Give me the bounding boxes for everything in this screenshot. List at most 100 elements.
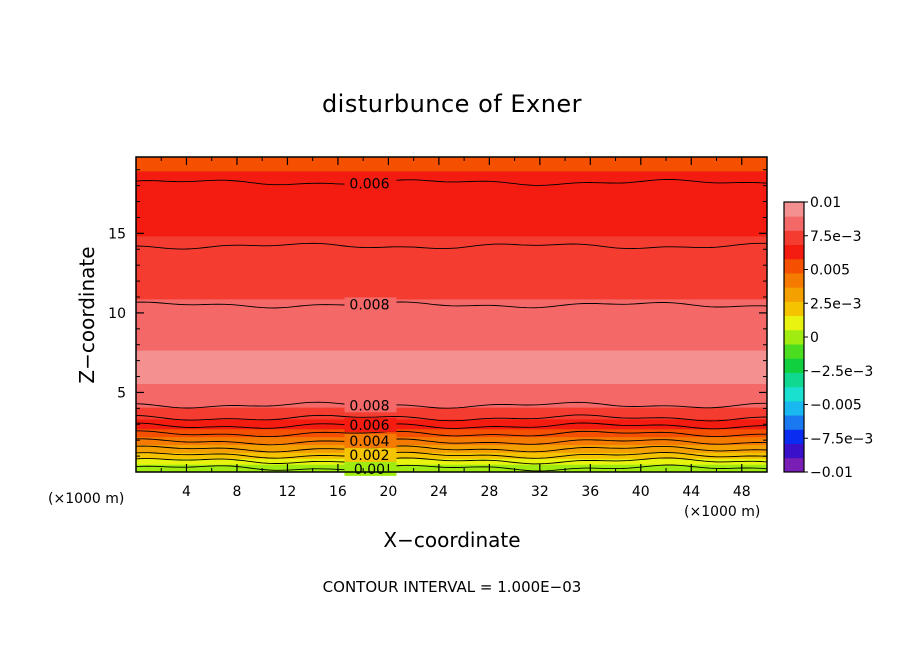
x-tick-label: 36 [581,484,599,500]
color-band [136,275,767,278]
colorbar-segment [784,216,804,231]
colorbar-segment [784,344,804,359]
color-band [136,393,767,396]
color-band [136,458,767,461]
colorbar-segment [784,315,804,331]
contour-label-bg [344,448,397,463]
contour-line [136,301,767,309]
contour-label: 0.008 [349,297,389,313]
colorbar-segment [784,230,804,246]
color-band [136,375,767,379]
contour-line [136,438,767,446]
color-band [136,206,767,209]
color-band [136,351,767,355]
color-band [136,452,767,455]
color-band [136,363,767,367]
color-bands [136,157,767,472]
color-band [136,166,767,170]
colorbar-segment [784,372,804,388]
color-band [136,314,767,318]
contour-label: 0.006 [349,176,389,192]
color-band [136,355,767,359]
color-band [136,450,767,453]
y-tick-label: 15 [108,226,126,242]
color-band [136,247,767,251]
x-ticks: 4 8 12 16 20 24 28 32 36 40 44 48 [160,157,768,500]
color-band [136,200,767,203]
color-band [136,440,767,444]
color-band [136,468,767,471]
color-band [136,300,767,304]
color-band [136,322,767,325]
color-band [136,334,767,337]
color-band [136,353,767,357]
color-band [136,428,767,432]
color-band [136,212,767,215]
color-band [136,318,767,322]
x-axis-title: X−coordinate [383,528,520,552]
color-band [136,223,767,227]
color-band [136,194,767,197]
color-band [136,416,767,420]
colorbar-tick-label: 7.5e−3 [810,229,862,245]
color-band [136,344,767,347]
color-band [136,267,767,270]
color-band [136,208,767,211]
color-band [136,216,767,219]
color-band [136,330,767,333]
colorbar-tick-label: 0 [810,330,819,346]
color-band [136,231,767,235]
colorbar-segment [784,400,804,416]
color-band [136,405,767,408]
color-band [136,190,767,194]
color-band [136,269,767,272]
contour-line [136,414,767,422]
color-band [136,373,767,377]
color-band [136,342,767,345]
color-band [136,160,767,164]
contour-label: 0.004 [349,434,389,450]
x-unit-label: (×1000 m) [684,504,760,520]
contour-line [136,451,767,459]
color-band [136,184,767,188]
y-axis-title: Z−coordinate [75,246,99,383]
color-band [136,326,767,329]
y-tick-label: 5 [117,385,126,401]
y-tick-label: 10 [108,306,126,322]
color-band [136,462,767,465]
colorbar-segment [784,287,804,302]
color-band [136,306,767,310]
color-band [136,432,767,436]
color-band [136,401,767,404]
color-band [136,273,767,276]
colorbar-segment [784,457,804,473]
contour-line [136,422,767,430]
color-band [136,346,767,349]
colorbar-tick-label: 2.5e−3 [810,296,862,312]
colorbar-tick-label: −0.01 [810,465,853,481]
color-band [136,320,767,323]
color-band [136,377,767,381]
color-band [136,456,767,459]
color-band [136,412,767,416]
color-band [136,308,767,312]
contour-lines [136,179,767,472]
x-tick-label: 40 [632,484,650,500]
color-band [136,470,767,472]
color-band [136,214,767,217]
contour-label-bg [344,433,397,448]
color-band [136,294,767,298]
colorbar-segment [784,301,804,317]
color-band [136,349,767,353]
colorbar-segment [784,443,804,459]
color-band [136,296,767,300]
contour-interval-text: CONTOUR INTERVAL = 1.000E−03 [323,578,582,596]
x-tick-label: 4 [182,484,191,500]
color-band [136,284,767,288]
contour-label-bg [344,176,397,191]
color-band [136,379,767,383]
x-tick-label: 28 [480,484,498,500]
colorbar: 0.01 7.5e−3 0.005 2.5e−3 0 −2.5e−3 −0.005 −7.5e… [783,195,873,481]
